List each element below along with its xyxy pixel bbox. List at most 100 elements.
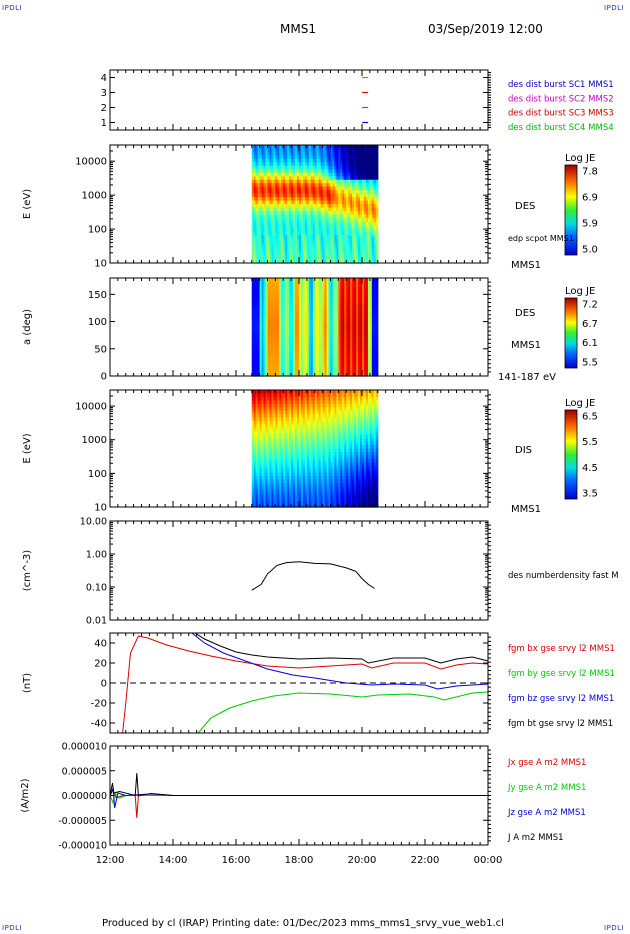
des-pitch-pixel bbox=[326, 301, 330, 305]
des-pitch-pixel bbox=[322, 358, 326, 363]
dis-energy-pixel bbox=[263, 414, 267, 419]
des-energy-pixel bbox=[320, 242, 324, 247]
des-energy-pixel bbox=[251, 162, 255, 167]
des-energy-pixel bbox=[261, 256, 265, 261]
des-pitch-pixel bbox=[330, 280, 334, 285]
des-energy-pixel bbox=[253, 190, 257, 195]
des-pitch-pixel bbox=[330, 338, 334, 343]
des-pitch-pixel bbox=[263, 324, 267, 328]
des-energy-pixel bbox=[277, 238, 280, 243]
des-energy-pixel bbox=[346, 172, 349, 177]
des-pitch-pixel bbox=[275, 312, 278, 317]
des-pitch-pixel bbox=[253, 361, 257, 366]
des-pitch-pixel bbox=[285, 367, 288, 371]
dis-energy-pixel bbox=[255, 438, 259, 443]
des-energy-pixel bbox=[348, 231, 351, 236]
des-pitch-pixel bbox=[273, 295, 276, 299]
des-pitch-pixel bbox=[253, 332, 257, 337]
dis-energy-pixel bbox=[255, 472, 259, 477]
dis-energy-pixel bbox=[269, 451, 273, 456]
des-energy-pixel bbox=[324, 238, 328, 243]
des-energy-pixel bbox=[265, 148, 269, 153]
des-energy-pixel bbox=[350, 148, 353, 153]
des-energy-pixel bbox=[283, 252, 286, 257]
des-energy-pixel bbox=[342, 186, 345, 191]
des-energy-pixel bbox=[340, 259, 343, 264]
des-energy-pixel bbox=[277, 172, 280, 177]
des-pitch-pixel bbox=[257, 321, 261, 325]
des-pitch-pixel bbox=[263, 338, 267, 343]
des-pitch-pixel bbox=[344, 358, 347, 363]
des-pitch-pixel bbox=[273, 321, 276, 325]
des-pitch-pixel bbox=[257, 373, 261, 377]
dis-energy-pixel bbox=[281, 455, 284, 460]
des-pitch-pixel bbox=[261, 367, 265, 371]
des-pitch-pixel bbox=[344, 367, 347, 371]
des-energy-pixel bbox=[371, 200, 375, 205]
des-energy-pixel bbox=[265, 197, 269, 202]
des-pitch-pixel bbox=[340, 303, 343, 308]
des-pitch-pixel bbox=[340, 327, 343, 331]
des-pitch-pixel bbox=[308, 358, 312, 363]
dis-energy-pixel bbox=[267, 403, 271, 408]
des-energy-pixel bbox=[371, 256, 375, 261]
des-energy-pixel bbox=[283, 169, 286, 174]
des-pitch-pixel bbox=[346, 364, 349, 368]
des-energy-pixel bbox=[346, 221, 349, 226]
des-energy-pixel bbox=[352, 179, 355, 184]
dis-energy-pixel bbox=[273, 476, 276, 481]
dis-energy-pixel bbox=[277, 393, 280, 398]
des-pitch-pixel bbox=[287, 286, 290, 291]
des-pitch-pixel bbox=[297, 318, 300, 322]
dis-energy-pixel bbox=[271, 390, 275, 395]
des-pitch-pixel bbox=[308, 367, 312, 371]
des-pitch-pixel bbox=[367, 324, 371, 328]
des-pitch-pixel bbox=[283, 338, 286, 343]
des-energy-pixel bbox=[304, 151, 308, 157]
des-energy-pixel bbox=[306, 249, 310, 254]
des-pitch-pixel bbox=[332, 367, 336, 371]
des-pitch-pixel bbox=[356, 344, 359, 348]
dis-energy-pixel bbox=[261, 451, 265, 456]
des-pitch-pixel bbox=[326, 329, 330, 334]
des-pitch-pixel bbox=[261, 301, 265, 305]
des-pitch-pixel bbox=[257, 341, 261, 345]
des-pitch-pixel bbox=[332, 352, 336, 357]
des-pitch-pixel bbox=[344, 309, 347, 314]
des-energy-pixel bbox=[363, 197, 367, 202]
des-energy-pixel bbox=[369, 162, 373, 167]
des-pitch-pixel bbox=[297, 321, 300, 325]
des-energy-pixel bbox=[356, 228, 359, 233]
dis-energy-pixel bbox=[255, 417, 259, 422]
dis-energy-pixel bbox=[277, 489, 280, 494]
des-energy-pixel bbox=[371, 158, 375, 163]
des-energy-pixel bbox=[299, 252, 302, 257]
des-pitch-pixel bbox=[334, 324, 338, 328]
des-pitch-pixel bbox=[302, 347, 306, 351]
des-energy-pixel bbox=[338, 148, 341, 153]
des-pitch-pixel bbox=[342, 361, 345, 366]
des-energy-pixel bbox=[365, 186, 369, 191]
des-pitch-pixel bbox=[259, 341, 263, 345]
des-pitch-pixel bbox=[291, 361, 294, 366]
des-pitch-pixel bbox=[373, 355, 377, 360]
des-energy-pixel bbox=[334, 162, 338, 167]
des-pitch-pixel bbox=[367, 347, 371, 351]
des-pitch-pixel bbox=[324, 324, 328, 328]
des-pitch-pixel bbox=[306, 315, 310, 319]
des-energy-pixel bbox=[369, 165, 373, 170]
des-energy-pixel bbox=[297, 217, 300, 222]
dis-energy-pixel bbox=[285, 479, 288, 484]
des-energy-pixel bbox=[369, 242, 373, 247]
des-pitch-pixel bbox=[257, 303, 261, 308]
des-energy-pixel bbox=[253, 242, 257, 247]
des-energy-pixel bbox=[342, 259, 345, 264]
des-pitch-pixel bbox=[322, 315, 326, 319]
des-pitch-pixel bbox=[340, 298, 343, 302]
des-energy-pixel bbox=[371, 221, 375, 226]
des-pitch-pixel bbox=[297, 309, 300, 314]
des-energy-pixel bbox=[285, 155, 288, 160]
des-energy-pixel bbox=[251, 193, 255, 198]
des-energy-pixel bbox=[259, 242, 263, 247]
des-energy-pixel bbox=[287, 169, 290, 174]
